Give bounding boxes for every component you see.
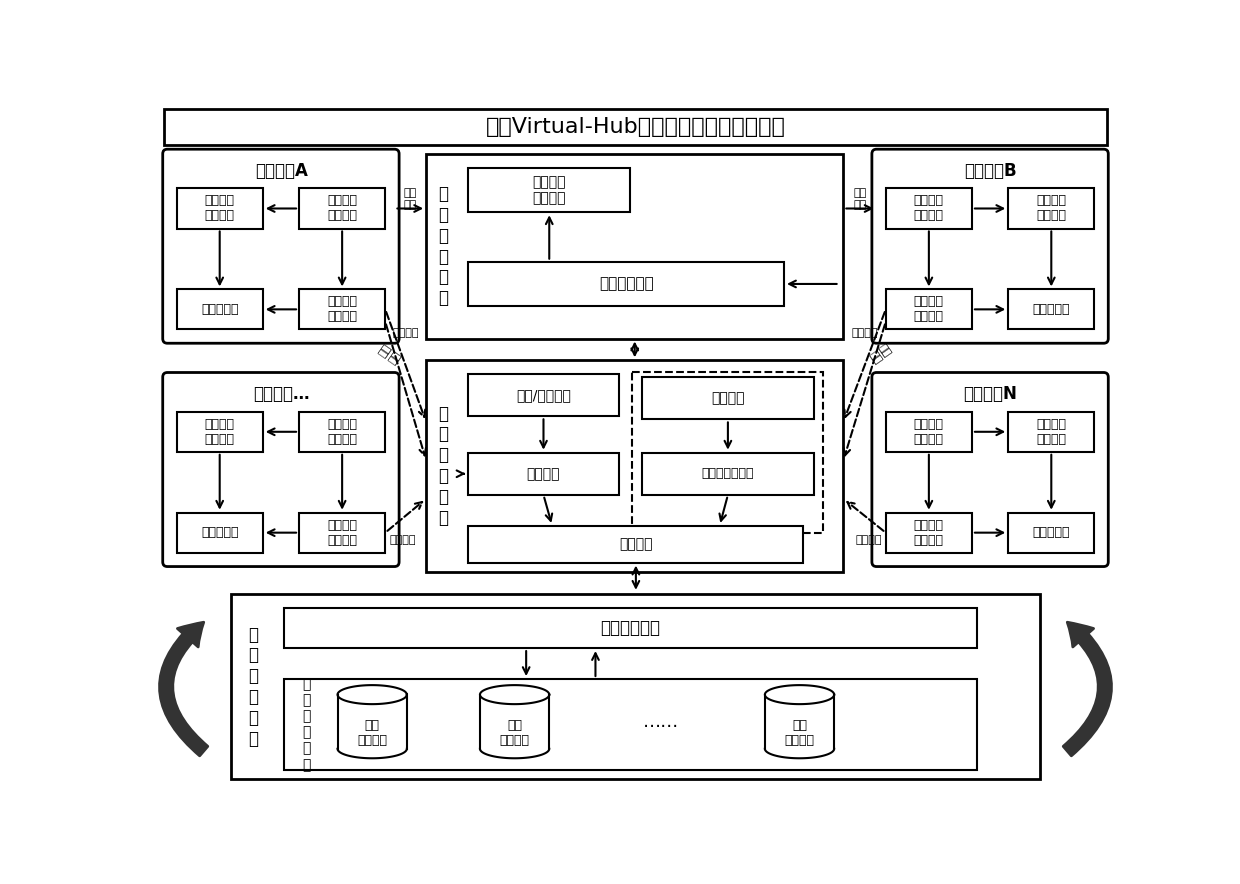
Bar: [1008, 513, 1095, 552]
Text: 企业资源库: 企业资源库: [1033, 526, 1070, 539]
FancyBboxPatch shape: [872, 149, 1109, 343]
Bar: [632, 372, 823, 533]
Text: 盟员企业
生产计划: 盟员企业 生产计划: [327, 194, 357, 223]
Bar: [176, 289, 263, 330]
FancyArrowPatch shape: [160, 622, 208, 756]
Text: 盟员企业
生产调度: 盟员企业 生产调度: [327, 295, 357, 324]
Text: 基于Virtual-Hub的协作生产计划调度系统: 基于Virtual-Hub的协作生产计划调度系统: [486, 117, 785, 137]
Text: 生
产
同
步
模
块: 生 产 同 步 模 块: [438, 186, 448, 308]
FancyArrowPatch shape: [1063, 622, 1111, 756]
Bar: [427, 154, 843, 339]
Bar: [1008, 188, 1095, 228]
Text: 任务分配: 任务分配: [527, 467, 560, 481]
Text: 冲突协商: 冲突协商: [393, 328, 419, 339]
Text: 盟员企业B: 盟员企业B: [965, 162, 1017, 179]
Bar: [164, 109, 1107, 145]
Text: ……: ……: [642, 713, 680, 731]
Text: 盟员企业
计划进度: 盟员企业 计划进度: [1037, 418, 1066, 446]
Bar: [176, 188, 263, 228]
Text: 盟员企业
生产调度: 盟员企业 生产调度: [914, 519, 944, 546]
Text: 盟员企业
生产调度: 盟员企业 生产调度: [914, 295, 944, 324]
Text: 协同
生产信息: 协同 生产信息: [785, 719, 815, 747]
Text: 盟员企业
生产计划: 盟员企业 生产计划: [914, 418, 944, 446]
Text: 协商
优化: 协商 优化: [867, 342, 893, 366]
Bar: [641, 377, 815, 420]
Text: 盟员企业
生产调度: 盟员企业 生产调度: [327, 519, 357, 546]
Bar: [885, 412, 972, 452]
Text: 企业资源库: 企业资源库: [201, 303, 238, 316]
Text: 订单/计划分解: 订单/计划分解: [516, 388, 570, 402]
Text: 协商
优化: 协商 优化: [404, 188, 417, 210]
Bar: [299, 412, 386, 452]
Text: 信
息
交
互
体
系: 信 息 交 互 体 系: [303, 677, 311, 772]
Text: 信
息
共
享
模
块: 信 息 共 享 模 块: [248, 626, 258, 748]
Text: 调度监控: 调度监控: [619, 537, 652, 552]
Bar: [885, 513, 972, 552]
Text: 盟员企业
计划进度: 盟员企业 计划进度: [205, 194, 234, 223]
Text: 自适应调度方法: 自适应调度方法: [702, 468, 754, 480]
Polygon shape: [765, 695, 835, 749]
Text: 盟员企业
生产计划: 盟员企业 生产计划: [914, 194, 944, 223]
Bar: [641, 453, 815, 495]
Text: 动态调度: 动态调度: [712, 392, 745, 405]
Bar: [469, 374, 619, 416]
Bar: [469, 262, 784, 306]
Text: 企业
资源信息: 企业 资源信息: [357, 719, 387, 747]
Bar: [427, 360, 843, 572]
Text: 冲突协商: 冲突协商: [389, 536, 415, 545]
Bar: [284, 608, 977, 648]
FancyBboxPatch shape: [162, 372, 399, 567]
Bar: [1008, 289, 1095, 330]
Text: 盟员企业
计划进度: 盟员企业 计划进度: [205, 418, 234, 446]
Bar: [1008, 412, 1095, 452]
FancyBboxPatch shape: [872, 372, 1109, 567]
Text: 协同生产计划: 协同生产计划: [599, 277, 653, 292]
Text: 系统资源管理: 系统资源管理: [600, 619, 660, 637]
Text: 盟员企业N: 盟员企业N: [963, 385, 1017, 403]
Text: 盟员企业…: 盟员企业…: [253, 385, 310, 403]
Text: 冲突协商: 冲突协商: [856, 536, 882, 545]
Bar: [469, 168, 630, 212]
FancyBboxPatch shape: [162, 149, 399, 343]
Text: 企业资源库: 企业资源库: [1033, 303, 1070, 316]
Text: 协商
优化: 协商 优化: [853, 188, 867, 210]
Bar: [885, 289, 972, 330]
Text: 产品
资源信息: 产品 资源信息: [500, 719, 529, 747]
Bar: [284, 679, 977, 770]
Text: 计
划
调
度
模
块: 计 划 调 度 模 块: [438, 405, 448, 527]
Bar: [176, 513, 263, 552]
Bar: [231, 594, 1040, 779]
Bar: [299, 289, 386, 330]
Text: 盟员企业
生产计划: 盟员企业 生产计划: [327, 418, 357, 446]
Bar: [885, 188, 972, 228]
Bar: [469, 526, 804, 563]
Text: 冲突协商: 冲突协商: [852, 328, 878, 339]
Bar: [299, 188, 386, 228]
Bar: [299, 513, 386, 552]
Bar: [469, 453, 619, 495]
Text: 盟员企业
计划进度: 盟员企业 计划进度: [1037, 194, 1066, 223]
Bar: [176, 412, 263, 452]
Text: 盟员企业A: 盟员企业A: [255, 162, 308, 179]
Polygon shape: [480, 695, 549, 749]
Text: 生产计划
同步信息: 生产计划 同步信息: [532, 175, 565, 205]
Polygon shape: [337, 695, 407, 749]
Text: 协商
优化: 协商 优化: [378, 342, 403, 366]
Text: 企业资源库: 企业资源库: [201, 526, 238, 539]
